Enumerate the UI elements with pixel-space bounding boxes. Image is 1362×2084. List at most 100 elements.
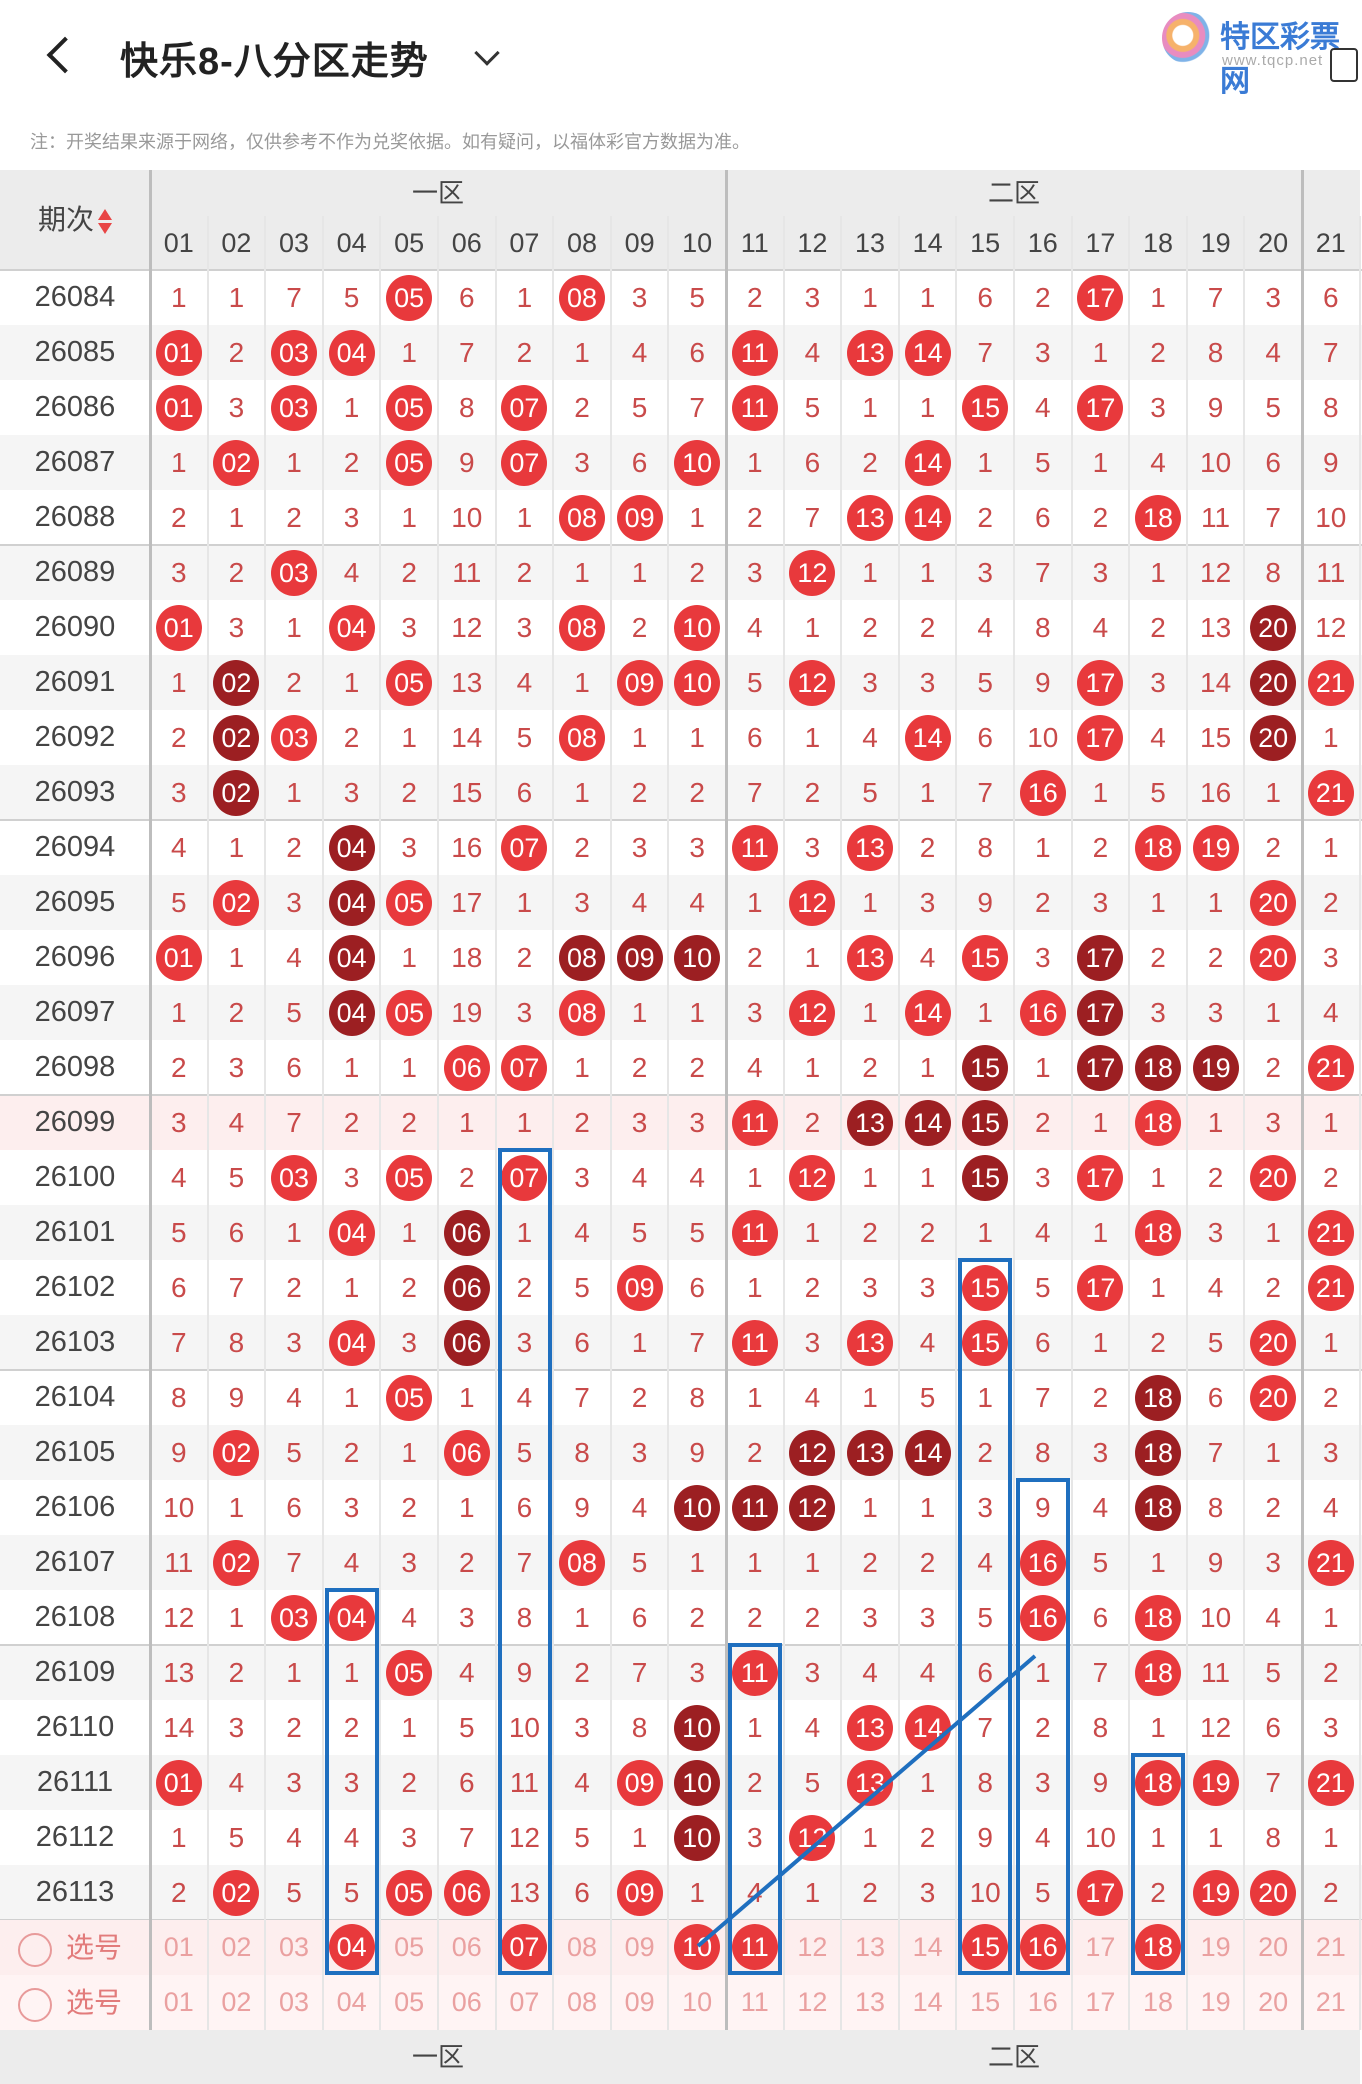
miss-count: 1 <box>171 282 187 313</box>
chevron-down-icon[interactable] <box>474 40 500 66</box>
drawn-ball: 17 <box>1072 930 1130 985</box>
select-number[interactable]: 14 <box>912 1987 943 2017</box>
select-number[interactable]: 19 <box>1200 1932 1231 1962</box>
select-number[interactable]: 06 <box>451 1932 482 1962</box>
column-divider <box>149 170 152 2030</box>
table-row: 26084 1 1 7 5 05 6 1 08 3 5 2 3 1 1 6 2 17 1 7 3 6 <box>0 270 1362 325</box>
select-number[interactable]: 10 <box>682 1987 713 2017</box>
miss-count: 8 <box>228 1327 245 1358</box>
select-number[interactable]: 15 <box>970 1987 1001 2017</box>
select-number[interactable]: 21 <box>1315 1932 1346 1962</box>
period-header[interactable]: 期次 <box>0 170 150 270</box>
select-number[interactable]: 13 <box>854 1987 885 2017</box>
radio-icon[interactable] <box>18 1987 52 2022</box>
miss-count: 10 <box>508 1712 540 1743</box>
drawn-ball: 14 <box>899 1095 957 1150</box>
miss-count: 1 <box>401 1437 417 1468</box>
column-header: 13 <box>841 216 899 270</box>
select-number[interactable]: 02 <box>221 1932 252 1962</box>
select-number[interactable]: 02 <box>221 1987 252 2017</box>
select-number[interactable]: 05 <box>394 1987 425 2017</box>
select-number[interactable]: 04 <box>336 1987 367 2017</box>
miss-count: 3 <box>401 612 417 643</box>
period-cell: 26096 <box>34 941 116 973</box>
back-icon[interactable] <box>42 30 82 80</box>
period-cell: 26100 <box>34 1161 116 1193</box>
miss-count: 3 <box>1323 942 1339 973</box>
miss-count: 1 <box>1150 887 1166 918</box>
miss-count: 3 <box>804 282 821 313</box>
miss-count: 3 <box>747 997 763 1028</box>
miss-count: 12 <box>451 612 483 643</box>
select-number[interactable]: 14 <box>912 1932 943 1962</box>
select-number[interactable]: 08 <box>566 1932 597 1962</box>
drawn-ball: 11 <box>726 1205 784 1260</box>
drawn-ball: 05 <box>380 655 438 710</box>
drawn-ball: 20 <box>1244 930 1302 985</box>
select-number[interactable]: 09 <box>624 1987 655 2017</box>
drawn-ball: 08 <box>553 710 611 765</box>
select-number[interactable]: 12 <box>797 1932 828 1962</box>
miss-count: 4 <box>516 667 533 698</box>
select-number[interactable]: 10 <box>668 1920 726 1975</box>
miss-count: 4 <box>747 612 763 643</box>
select-number[interactable]: 20 <box>1258 1987 1289 2017</box>
select-number[interactable]: 01 <box>163 1932 194 1962</box>
miss-count: 2 <box>1207 1162 1224 1193</box>
select-label[interactable]: 选号 <box>18 1975 150 2030</box>
table-row: 26087 1 02 1 2 05 9 07 3 6 10 1 6 2 14 1 5 1 4 10 6 9 <box>0 435 1362 490</box>
radio-icon[interactable] <box>18 1932 52 1967</box>
select-number[interactable]: 05 <box>394 1932 425 1962</box>
drawn-ball: 01 <box>150 930 208 985</box>
miss-count: 1 <box>1323 722 1339 753</box>
sort-icon[interactable] <box>98 207 112 237</box>
select-label[interactable]: 选号 <box>18 1920 150 1975</box>
select-number[interactable]: 18 <box>1142 1987 1173 2017</box>
select-number[interactable]: 13 <box>854 1932 885 1962</box>
drawn-ball: 09 <box>611 655 669 710</box>
miss-count: 7 <box>459 337 475 368</box>
select-number[interactable]: 17 <box>1085 1987 1116 2017</box>
select-number[interactable]: 08 <box>566 1987 597 2017</box>
select-number[interactable]: 01 <box>163 1987 194 2017</box>
miss-count: 1 <box>1150 282 1166 313</box>
page-title[interactable]: 快乐8-八分区走势 <box>120 41 429 83</box>
select-number[interactable]: 09 <box>624 1932 655 1962</box>
select-number[interactable]: 19 <box>1200 1987 1231 2017</box>
drawn-ball: 19 <box>1187 1865 1245 1920</box>
miss-count: 2 <box>228 997 245 1028</box>
miss-count: 1 <box>401 1052 417 1083</box>
select-number[interactable]: 06 <box>451 1987 482 2017</box>
miss-count: 3 <box>862 667 878 698</box>
select-number[interactable]: 20 <box>1258 1932 1289 1962</box>
miss-count: 1 <box>862 392 878 423</box>
select-number[interactable]: 16 <box>1027 1987 1058 2017</box>
select-number[interactable]: 03 <box>278 1987 309 2017</box>
drawn-ball: 07 <box>496 820 554 875</box>
miss-count: 3 <box>574 1162 590 1193</box>
miss-count: 1 <box>343 1657 360 1688</box>
device-icon[interactable] <box>1330 48 1358 82</box>
select-number[interactable]: 12 <box>797 1987 828 2017</box>
select-number[interactable]: 07 <box>496 1920 554 1975</box>
miss-count: 6 <box>1265 447 1281 478</box>
select-number[interactable]: 21 <box>1315 1987 1346 2017</box>
drawn-ball: 11 <box>726 1480 784 1535</box>
select-number[interactable]: 03 <box>278 1932 309 1962</box>
select-number[interactable]: 04 <box>323 1920 381 1975</box>
drawn-ball: 06 <box>438 1865 496 1920</box>
miss-count: 1 <box>862 282 878 313</box>
drawn-ball: 01 <box>150 325 208 380</box>
miss-count: 2 <box>516 337 533 368</box>
miss-count: 3 <box>343 1162 360 1193</box>
drawn-ball: 02 <box>208 435 266 490</box>
miss-count: 4 <box>862 722 878 753</box>
miss-count: 3 <box>1150 997 1166 1028</box>
select-number[interactable]: 17 <box>1085 1932 1116 1962</box>
miss-count: 11 <box>509 1767 539 1798</box>
select-number[interactable]: 11 <box>740 1987 769 2017</box>
drawn-ball: 11 <box>726 820 784 875</box>
select-number[interactable]: 18 <box>1129 1920 1187 1975</box>
drawn-ball: 21 <box>1302 1535 1360 1590</box>
select-number[interactable]: 07 <box>509 1987 540 2017</box>
